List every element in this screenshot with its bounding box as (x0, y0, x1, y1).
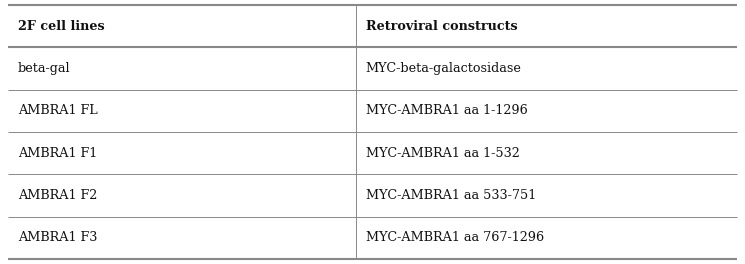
Text: AMBRA1 F2: AMBRA1 F2 (18, 189, 98, 202)
Text: MYC-beta-galactosidase: MYC-beta-galactosidase (366, 62, 522, 75)
Text: AMBRA1 F1: AMBRA1 F1 (18, 147, 98, 160)
Text: AMBRA1 F3: AMBRA1 F3 (18, 231, 98, 244)
Text: beta-gal: beta-gal (18, 62, 71, 75)
Text: 2F cell lines: 2F cell lines (18, 20, 104, 33)
Text: Retroviral constructs: Retroviral constructs (366, 20, 517, 33)
Text: MYC-AMBRA1 aa 1-1296: MYC-AMBRA1 aa 1-1296 (366, 104, 527, 117)
Text: AMBRA1 FL: AMBRA1 FL (18, 104, 98, 117)
Text: MYC-AMBRA1 aa 767-1296: MYC-AMBRA1 aa 767-1296 (366, 231, 544, 244)
Text: MYC-AMBRA1 aa 533-751: MYC-AMBRA1 aa 533-751 (366, 189, 536, 202)
Text: MYC-AMBRA1 aa 1-532: MYC-AMBRA1 aa 1-532 (366, 147, 519, 160)
